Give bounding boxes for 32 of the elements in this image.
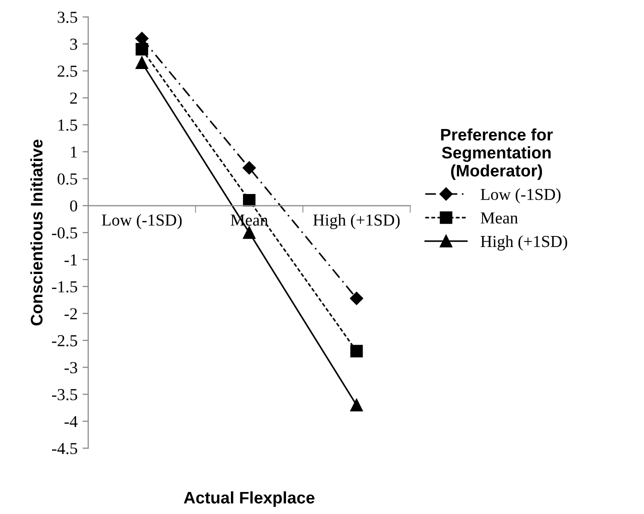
y-tick-label: -2.5 — [52, 335, 78, 346]
y-tick-label: -3.5 — [52, 389, 78, 400]
point — [350, 398, 363, 412]
y-tick-label: -0.5 — [52, 227, 78, 239]
legend-title: Preference for Segmentation (Moderator) — [441, 128, 553, 180]
point — [242, 226, 256, 239]
y-tick-label: 0.5 — [58, 173, 78, 185]
y-tick-label: 2 — [70, 92, 77, 104]
point — [350, 292, 364, 305]
point — [242, 161, 256, 174]
x-axis-title: Actual Flexplace — [184, 491, 314, 507]
y-tick-label: -1 — [64, 254, 77, 266]
point — [136, 56, 148, 70]
legend-label: High (+1SD) — [480, 235, 568, 251]
point — [136, 43, 148, 56]
y-tick-label: -3 — [64, 362, 78, 374]
point — [242, 194, 256, 206]
legend-label: Low (-1SD) — [480, 188, 560, 204]
point — [350, 344, 363, 358]
y-axis-title: Conscientious Initiative — [30, 140, 43, 326]
y-tick-label: 1.5 — [58, 120, 78, 131]
y-tick-label: 1 — [70, 146, 77, 158]
y-tick-label: -4 — [64, 416, 78, 428]
y-tick-label: 3.5 — [58, 12, 78, 23]
y-tick-label: -4.5 — [52, 443, 78, 454]
y-tick-label: -2 — [64, 308, 77, 320]
x-tick-label: Low (-1SD) — [102, 214, 182, 230]
x-tick-label: High (+1SD) — [313, 214, 400, 230]
y-tick-label: 0 — [70, 200, 78, 212]
y-tick-label: 2.5 — [58, 66, 78, 77]
y-tick-label: 3 — [70, 38, 78, 50]
y-tick-label: -1.5 — [52, 281, 78, 293]
